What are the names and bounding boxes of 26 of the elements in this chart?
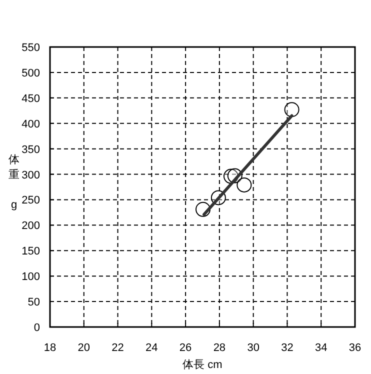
x-tick-label: 26 [179, 342, 192, 354]
y-tick-label: 250 [22, 194, 40, 207]
y-tick-label: 300 [22, 169, 40, 182]
y-tick-label: 500 [22, 67, 40, 80]
y-tick-label: 200 [22, 220, 40, 232]
y-tick-label: 0 [34, 322, 40, 334]
text: 体重 g [8, 154, 20, 211]
point [236, 177, 252, 192]
x-axis-title: 体長 cm [182, 359, 222, 371]
y-tick-label: 550 [22, 42, 40, 54]
y-tick-label: 400 [22, 118, 40, 130]
x-tick-label: 36 [348, 342, 362, 354]
x-tick-label: 28 [213, 342, 226, 354]
y-tick-label: 100 [22, 271, 40, 284]
x-tick-label: 22 [112, 342, 124, 354]
x-tick-label: 20 [78, 342, 90, 354]
x-tick-label: 24 [146, 342, 158, 354]
y-tick-label: 50 [28, 296, 40, 309]
y-tick-label: 350 [22, 144, 40, 156]
y-tick-label: 150 [22, 246, 40, 258]
x-tick-label: 34 [314, 342, 328, 354]
point [284, 102, 300, 118]
x-tick-label: 18 [44, 342, 56, 354]
x-tick-label: 32 [281, 342, 294, 354]
x-tick-label: 30 [247, 342, 260, 354]
y-tick-label: 450 [22, 92, 40, 105]
